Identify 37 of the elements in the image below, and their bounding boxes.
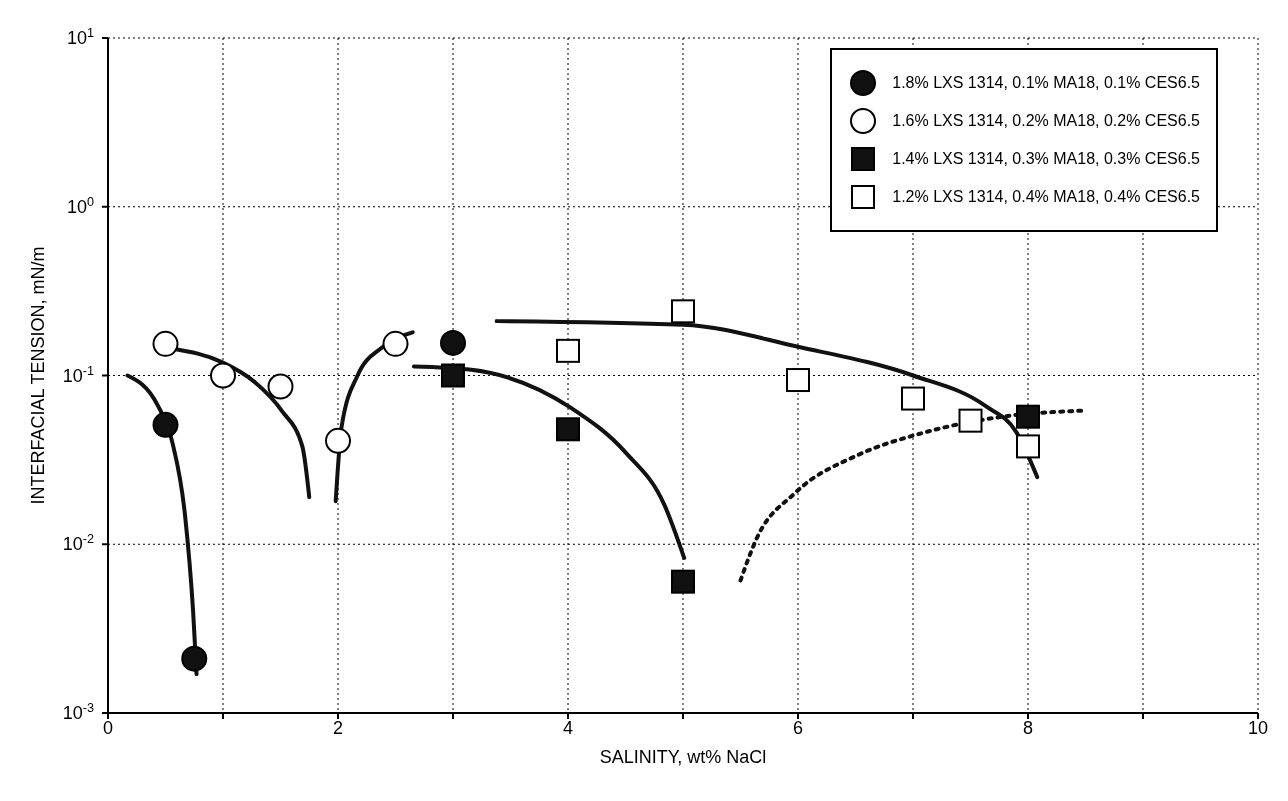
y-tick-label: 10$^{1}$ [66,26,94,48]
y-tick-label: 10$^{-3}$ [62,701,94,723]
legend-label: 1.2% LXS 1314, 0.4% MA18, 0.4% CES6.5 [892,188,1200,206]
point [440,329,466,356]
point [786,368,810,393]
legend-label: 1.8% LXS 1314, 0.1% MA18, 0.1% CES6.5 [892,74,1200,92]
x-tick-label: 6 [792,717,804,738]
point [958,408,983,433]
point [1016,404,1040,429]
line-series [411,364,687,560]
point [901,386,925,411]
point [181,645,208,672]
y-tick-label: 10$^{0}$ [66,194,94,217]
x-tick-label: 2 [332,717,344,738]
x-tick-label: 8 [1022,717,1034,738]
x-tick-label: 10 [1247,717,1269,738]
x-tick-label: 4 [562,717,574,738]
legend-label: 1.4% LXS 1314, 0.3% MA18, 0.3% CES6.5 [892,150,1200,168]
y-tick-label: 10$^{-2}$ [62,532,94,555]
point [671,569,695,594]
point [325,427,351,454]
point [556,417,580,442]
x-axis-title: SALINITY, wt% NaCl [599,747,767,767]
point [556,338,580,363]
legend-label: 1.6% LXS 1314, 0.2% MA18, 0.2% CES6.5 [892,112,1200,130]
y-axis-title: INTERFACIAL TENSION, mN/m [28,246,49,505]
x-tick-label: 0 [102,717,114,738]
point [210,362,236,389]
point [152,330,179,357]
point [152,411,179,438]
point [382,330,409,357]
y-tick-label: 10$^{-1}$ [62,363,94,386]
point [441,363,465,388]
point [1016,434,1040,459]
point [671,299,695,324]
line-series [333,330,415,504]
point [267,373,294,400]
